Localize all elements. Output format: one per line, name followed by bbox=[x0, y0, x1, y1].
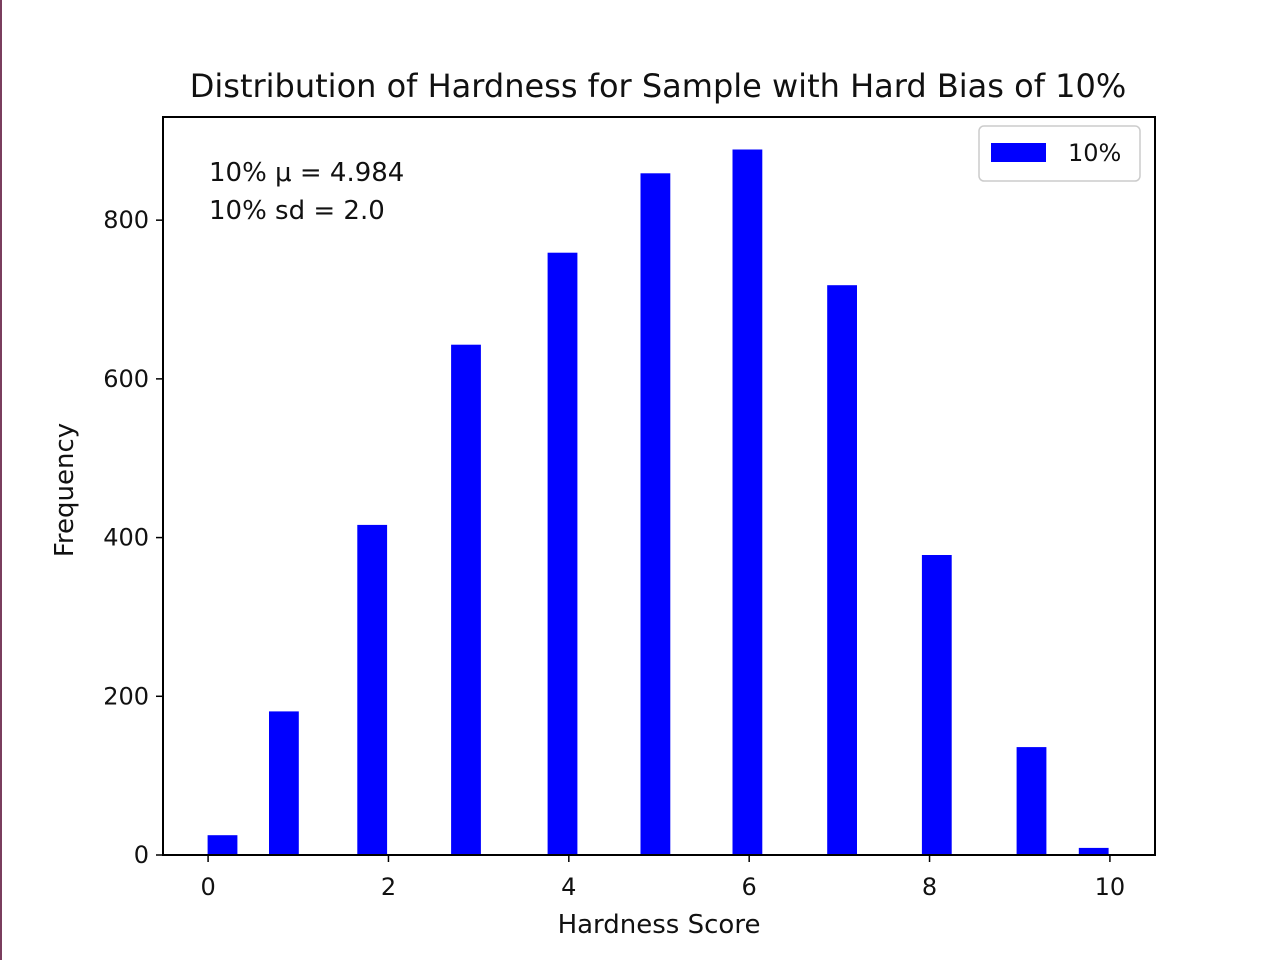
plot-frame bbox=[162, 116, 1156, 856]
x-tick-label: 8 bbox=[922, 873, 937, 901]
x-tick-label: 4 bbox=[561, 873, 576, 901]
legend-swatch bbox=[991, 143, 1046, 162]
bar bbox=[640, 173, 671, 856]
sd-annotation: 10% sd = 2.0 bbox=[209, 196, 385, 226]
bar bbox=[732, 149, 763, 855]
x-tick-label: 6 bbox=[742, 873, 757, 901]
bar bbox=[921, 555, 952, 855]
y-axis-label: Frequency bbox=[50, 423, 80, 557]
y-tick-label: 600 bbox=[103, 365, 149, 393]
x-tick-label: 10 bbox=[1095, 873, 1126, 901]
bar bbox=[207, 835, 238, 855]
bar bbox=[827, 285, 857, 855]
bars-group bbox=[207, 149, 1109, 856]
legend-box bbox=[978, 125, 1141, 182]
bar bbox=[1078, 847, 1109, 855]
bar bbox=[547, 252, 578, 855]
bar bbox=[451, 344, 481, 855]
bar bbox=[269, 711, 299, 855]
window-edge bbox=[0, 0, 2, 960]
y-tick-label: 200 bbox=[103, 682, 149, 710]
mean-annotation: 10% μ = 4.984 bbox=[209, 158, 404, 188]
bar bbox=[357, 524, 388, 855]
y-axis-ticks: 0 200 400 600 800 bbox=[103, 206, 163, 869]
legend: 10% bbox=[978, 125, 1141, 182]
y-tick-label: 0 bbox=[134, 841, 149, 869]
chart-title: Distribution of Hardness for Sample with… bbox=[190, 67, 1127, 105]
legend-label: 10% bbox=[1068, 139, 1121, 167]
x-tick-label: 0 bbox=[200, 873, 215, 901]
y-tick-label: 400 bbox=[103, 524, 149, 552]
y-tick-label: 800 bbox=[103, 206, 149, 234]
x-axis-label: Hardness Score bbox=[558, 910, 761, 940]
bar bbox=[1016, 747, 1047, 855]
x-axis-ticks: 0 2 4 6 8 10 bbox=[200, 855, 1125, 901]
x-tick-label: 2 bbox=[381, 873, 396, 901]
